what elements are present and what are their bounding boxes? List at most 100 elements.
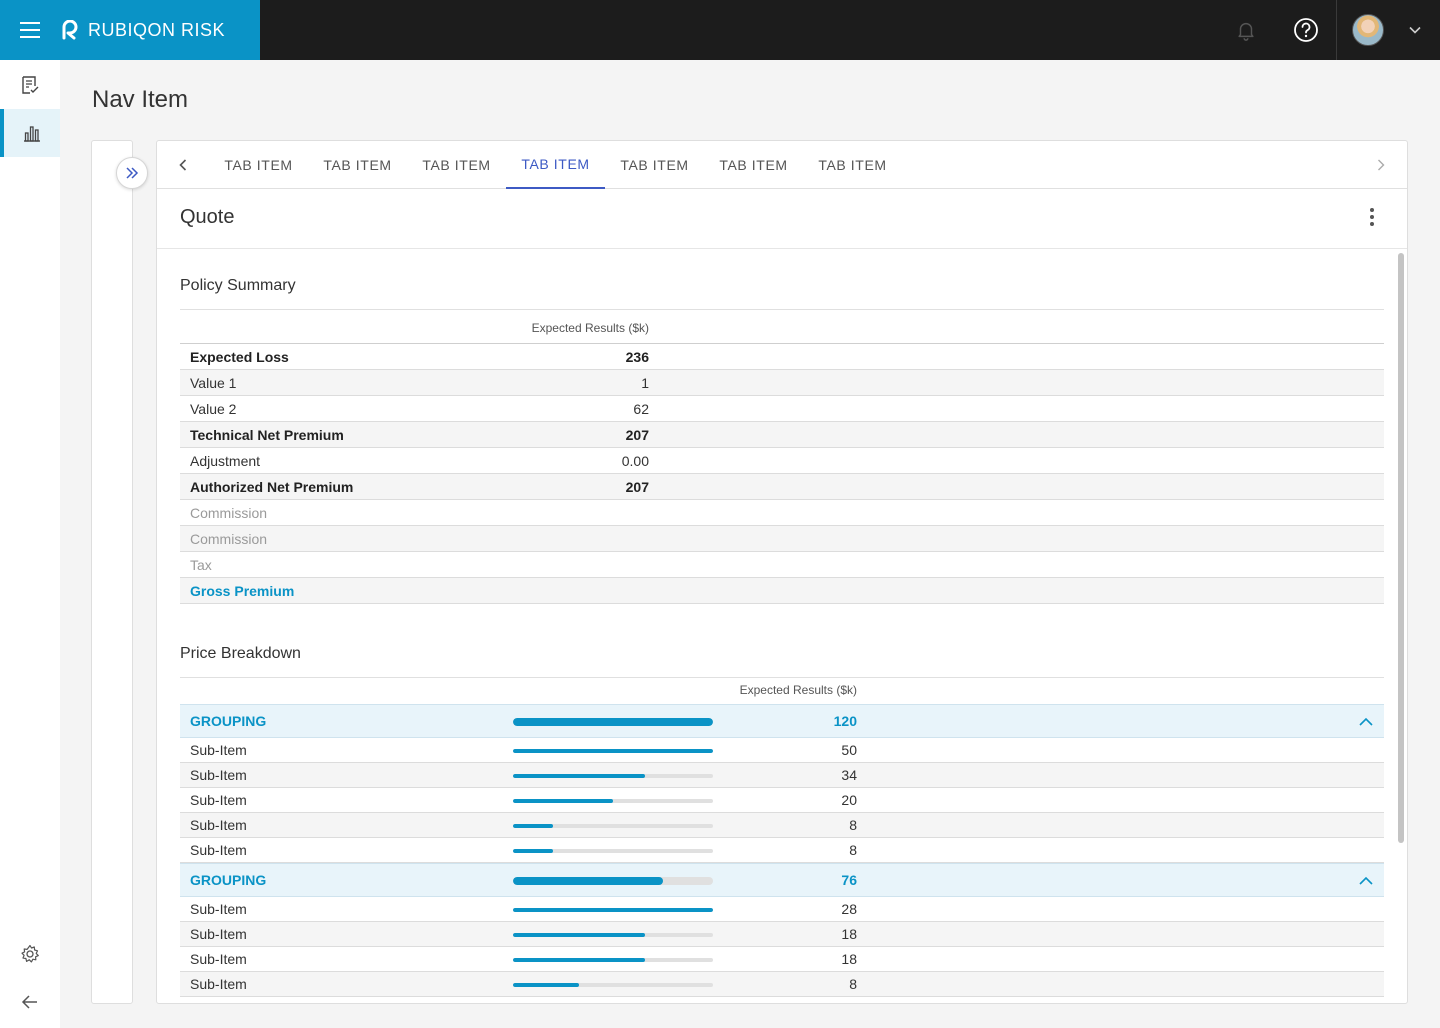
row-label: Commission (190, 505, 268, 521)
quote-card: TAB ITEM TAB ITEM TAB ITEM TAB ITEM TAB ITEM… (156, 140, 1408, 1004)
sub-item-value: 8 (849, 976, 857, 992)
tab-item[interactable]: TAB ITEM (719, 157, 788, 173)
progress-bar (513, 958, 713, 962)
bell-icon[interactable] (1231, 15, 1261, 45)
sub-item-row: Sub-Item 8 (180, 972, 1384, 997)
sub-item-value: 34 (841, 767, 857, 783)
group-label: GROUPING (190, 713, 267, 729)
row-label: Expected Loss (190, 349, 289, 365)
progress-bar (513, 908, 713, 912)
row-label: Commission (190, 531, 268, 547)
section-divider (180, 677, 1384, 678)
gear-icon (21, 944, 39, 963)
card-title: Quote (180, 206, 235, 228)
hamburger-menu-icon[interactable] (0, 0, 60, 60)
progress-bar (513, 749, 713, 753)
table-row: Expected Loss 236 (180, 344, 1384, 370)
document-check-icon (22, 76, 39, 94)
progress-fill (513, 799, 613, 803)
tab-item[interactable]: TAB ITEM (323, 157, 392, 173)
topbar-divider (1336, 0, 1337, 60)
group-label: GROUPING (190, 872, 267, 888)
progress-bar (513, 983, 713, 987)
brand-name: RUBIQON RISK (88, 19, 226, 40)
sub-item-row: Sub-Item 20 (180, 788, 1384, 813)
row-label: Tax (190, 557, 212, 573)
progress-bar (513, 877, 713, 885)
rail-item-analytics[interactable] (0, 109, 60, 157)
tab-scroll-right-icon[interactable] (1369, 153, 1393, 177)
sub-item-label: Sub-Item (190, 951, 247, 967)
sub-item-row: Sub-Item 50 (180, 738, 1384, 763)
progress-bar (513, 718, 713, 726)
chevron-up-icon[interactable] (1358, 714, 1374, 730)
tab-item[interactable]: TAB ITEM (620, 157, 689, 173)
group-value: 120 (833, 713, 857, 729)
progress-fill (513, 933, 645, 937)
table-row: Tax (180, 552, 1384, 578)
sub-item-value: 50 (841, 742, 857, 758)
progress-fill (513, 958, 645, 962)
sub-item-label: Sub-Item (190, 976, 247, 992)
row-value: 0.00 (621, 453, 649, 469)
policy-summary-header: Expected Results ($k) (180, 311, 1384, 344)
sub-item-row: Sub-Item 8 (180, 838, 1384, 863)
row-value: 207 (625, 479, 649, 495)
kebab-menu-icon[interactable] (1362, 205, 1382, 229)
tab-scroll-left-icon[interactable] (171, 153, 195, 177)
scrollbar[interactable] (1398, 253, 1404, 843)
progress-fill (513, 849, 553, 853)
page-title: Nav Item (92, 86, 189, 113)
double-chevron-right-icon[interactable] (116, 157, 148, 189)
avatar[interactable] (1352, 14, 1384, 46)
progress-bar (513, 824, 713, 828)
table-row: Technical Net Premium 207 (180, 422, 1384, 448)
sub-item-label: Sub-Item (190, 901, 247, 917)
sub-item-row: Sub-Item 28 (180, 897, 1384, 922)
group-row[interactable]: GROUPING 120 (180, 704, 1384, 738)
logo-mark-icon (62, 20, 78, 40)
row-label: Gross Premium (190, 583, 295, 599)
sub-item-value: 20 (841, 792, 857, 808)
tab-bar: TAB ITEM TAB ITEM TAB ITEM TAB ITEM TAB ITEM… (157, 141, 1407, 189)
sub-item-value: 18 (841, 926, 857, 942)
row-value: 62 (633, 401, 649, 417)
tab-item[interactable]: TAB ITEM (818, 157, 887, 173)
progress-bar (513, 799, 713, 803)
progress-fill (513, 718, 713, 726)
sub-item-value: 18 (841, 951, 857, 967)
chevron-down-icon[interactable] (1405, 20, 1425, 40)
tab-item[interactable]: TAB ITEM (422, 157, 491, 173)
sub-item-value: 8 (849, 817, 857, 833)
section-divider (180, 309, 1384, 310)
bar-chart-icon (24, 126, 40, 142)
row-label: Value 2 (190, 401, 237, 417)
arrow-left-icon (21, 995, 37, 1009)
sub-item-row: Sub-Item 18 (180, 947, 1384, 972)
sub-item-value: 4 (849, 1001, 857, 1003)
row-label: Value 1 (190, 375, 237, 391)
collapsed-side-panel (91, 140, 133, 1004)
row-label: Technical Net Premium (190, 427, 344, 443)
sub-item-label: Sub-Item (190, 742, 247, 758)
column-header: Expected Results ($k) (739, 683, 857, 697)
sub-item-label: Sub-Item (190, 842, 247, 858)
tab-item[interactable]: TAB ITEM (506, 141, 605, 189)
tab-item[interactable]: TAB ITEM (224, 157, 293, 173)
chevron-up-icon[interactable] (1358, 873, 1374, 889)
sub-item-row: Sub-Item 8 (180, 813, 1384, 838)
rail-item-settings[interactable] (0, 930, 60, 978)
sub-item-label: Sub-Item (190, 1001, 247, 1003)
logo[interactable]: RUBIQON RISK (60, 20, 225, 41)
sub-item-label: Sub-Item (190, 926, 247, 942)
rail-item-documents[interactable] (0, 61, 60, 109)
group-row[interactable]: GROUPING 76 (180, 863, 1384, 897)
policy-summary-title: Policy Summary (180, 277, 296, 294)
sub-item-label: Sub-Item (190, 817, 247, 833)
row-value: 207 (625, 427, 649, 443)
progress-bar (513, 774, 713, 778)
rail-item-back[interactable] (0, 978, 60, 1026)
top-bar: RUBIQON RISK (0, 0, 1440, 60)
question-circle-icon[interactable] (1291, 15, 1321, 45)
left-rail (0, 60, 60, 1028)
